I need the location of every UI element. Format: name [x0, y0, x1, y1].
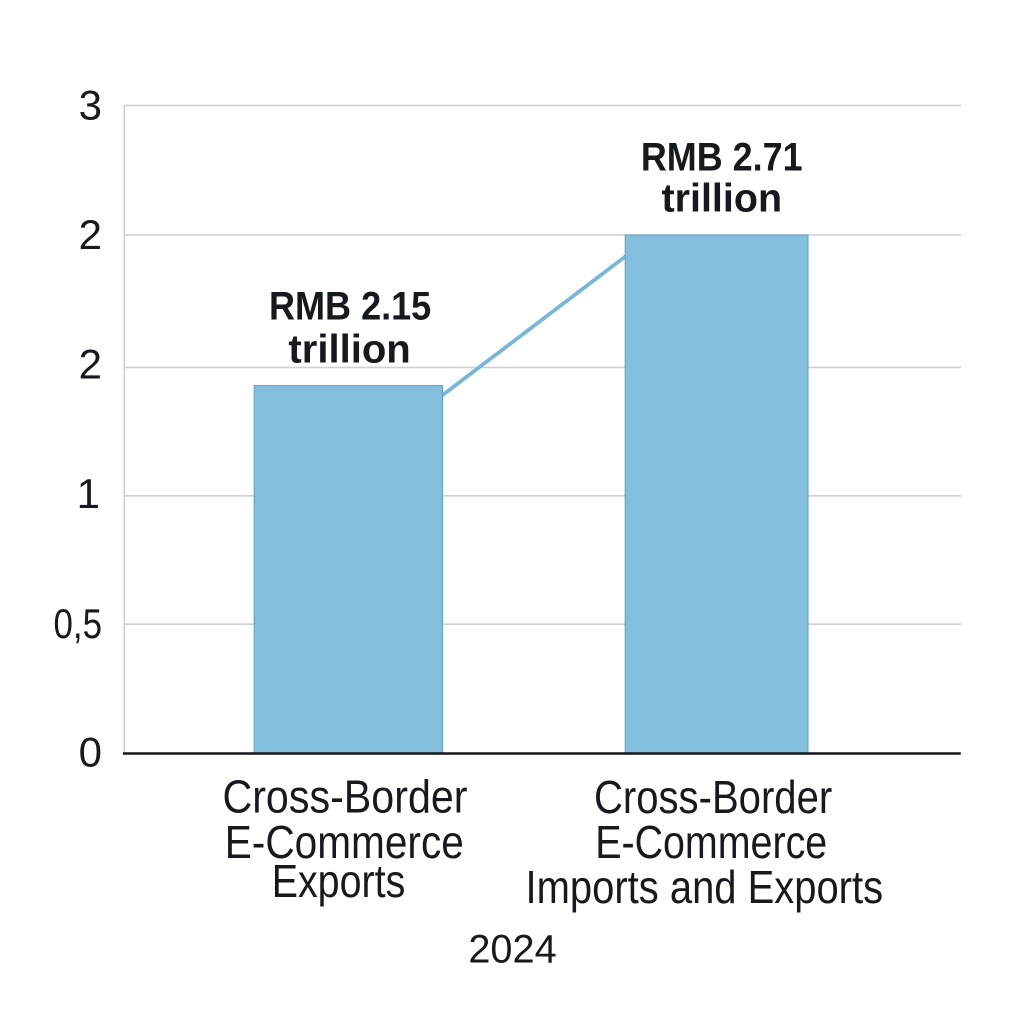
svg-text:RMB 2.15: RMB 2.15 — [269, 285, 431, 329]
svg-text:1: 1 — [77, 470, 100, 517]
svg-text:0: 0 — [79, 729, 102, 776]
svg-text:Imports and Exports: Imports and Exports — [526, 861, 884, 913]
svg-text:trillion: trillion — [662, 176, 783, 220]
svg-text:RMB 2.71: RMB 2.71 — [641, 135, 803, 179]
svg-text:E-Commerce: E-Commerce — [225, 816, 464, 868]
svg-text:trillion: trillion — [288, 328, 410, 372]
svg-text:E-Commerce: E-Commerce — [595, 816, 827, 868]
svg-text:Cross-Border: Cross-Border — [594, 771, 832, 823]
svg-text:Cross-Border: Cross-Border — [222, 771, 467, 823]
svg-text:2: 2 — [79, 211, 102, 258]
svg-text:2: 2 — [79, 341, 102, 388]
svg-text:3: 3 — [79, 82, 102, 129]
svg-text:2024: 2024 — [468, 928, 556, 972]
svg-text:Exports: Exports — [272, 855, 406, 907]
svg-text:0,5: 0,5 — [54, 600, 103, 647]
